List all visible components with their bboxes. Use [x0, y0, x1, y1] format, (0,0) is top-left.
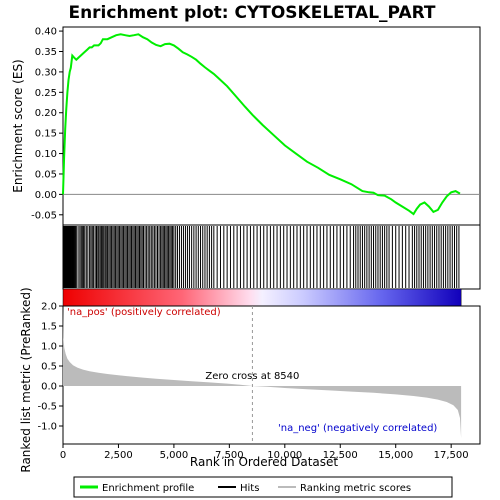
x-tick-label: 5,000 [160, 450, 189, 461]
metric-y-tick-label: 1.0 [41, 342, 57, 353]
metric-y-label: Ranked list metric (PreRanked) [19, 287, 33, 472]
x-tick-label: 7,500 [215, 450, 244, 461]
es-panel: -0.05 0.00 0.05 0.10 0.15 0.20 0.25 0.30 0.35 0.4… [11, 26, 481, 226]
rank-colorbar [62, 288, 462, 307]
hits-frame [62, 224, 481, 290]
x-tick-label: 0 [60, 450, 66, 461]
legend-label-hits: Hits [240, 483, 259, 494]
x-tick-label: 12,500 [323, 450, 358, 461]
x-axis-label: Rank in Ordered Dataset [190, 455, 338, 469]
es-y-axis: -0.05 0.00 0.05 0.10 0.15 0.20 0.25 0.30 0.35 0.4… [31, 27, 63, 221]
x-tick-label: 10,000 [267, 450, 302, 461]
es-y-tick-label: 0.10 [35, 149, 57, 160]
legend-box [73, 476, 453, 498]
positive-correlation-label: 'na_pos' (positively correlated) [67, 307, 221, 318]
colorbar-rect [62, 288, 462, 307]
es-y-label: Enrichment score (ES) [11, 59, 25, 192]
es-y-tick-label: 0.35 [35, 47, 57, 58]
metric-y-tick-label: -0.5 [37, 402, 57, 413]
metric-y-axis: -1.0 -0.5 0.0 0.5 1.0 1.5 2.0 [37, 302, 63, 433]
es-y-tick-label: 0.15 [35, 129, 57, 140]
metric-y-tick-label: 0.0 [41, 382, 57, 393]
negative-correlation-label: 'na_neg' (negatively correlated) [278, 423, 437, 434]
hit-marks [62, 226, 460, 288]
es-y-tick-label: 0.20 [35, 108, 57, 119]
es-y-tick-label: 0.30 [35, 67, 57, 78]
metric-y-tick-label: 0.5 [41, 362, 57, 373]
zero-cross-label: Zero cross at 8540 [205, 371, 299, 382]
hits-panel [62, 224, 481, 290]
legend-label-profile: Enrichment profile [102, 483, 194, 494]
es-plot-frame [62, 26, 481, 226]
metric-x-axis: 0 2,500 5,000 7,500 10,000 12,500 15,000 17,500 [60, 444, 469, 461]
chart-title: Enrichment plot: CYTOSKELETAL_PART [68, 3, 435, 23]
x-tick-label: 2,500 [104, 450, 133, 461]
legend-label-metric: Ranking metric scores [300, 483, 411, 494]
es-y-tick-label: 0.00 [35, 190, 57, 201]
es-y-tick-label: 0.40 [35, 27, 57, 38]
es-y-tick-label: 0.25 [35, 88, 57, 99]
es-y-tick-label: -0.05 [31, 210, 57, 221]
metric-panel: -1.0 -0.5 0.0 0.5 1.0 1.5 2.0 0 2,500 5,000 7,500… [19, 287, 481, 473]
legend: Enrichment profile Hits Ranking metric s… [73, 476, 453, 498]
metric-y-tick-label: 1.5 [41, 322, 57, 333]
x-tick-label: 17,500 [434, 450, 469, 461]
metric-plot-frame [62, 305, 481, 445]
x-tick-label: 15,000 [378, 450, 413, 461]
metric-y-tick-label: -1.0 [37, 422, 57, 433]
metric-y-tick-label: 2.0 [41, 302, 57, 313]
enrichment-profile-line [62, 33, 461, 216]
es-y-tick-label: 0.05 [35, 169, 57, 180]
